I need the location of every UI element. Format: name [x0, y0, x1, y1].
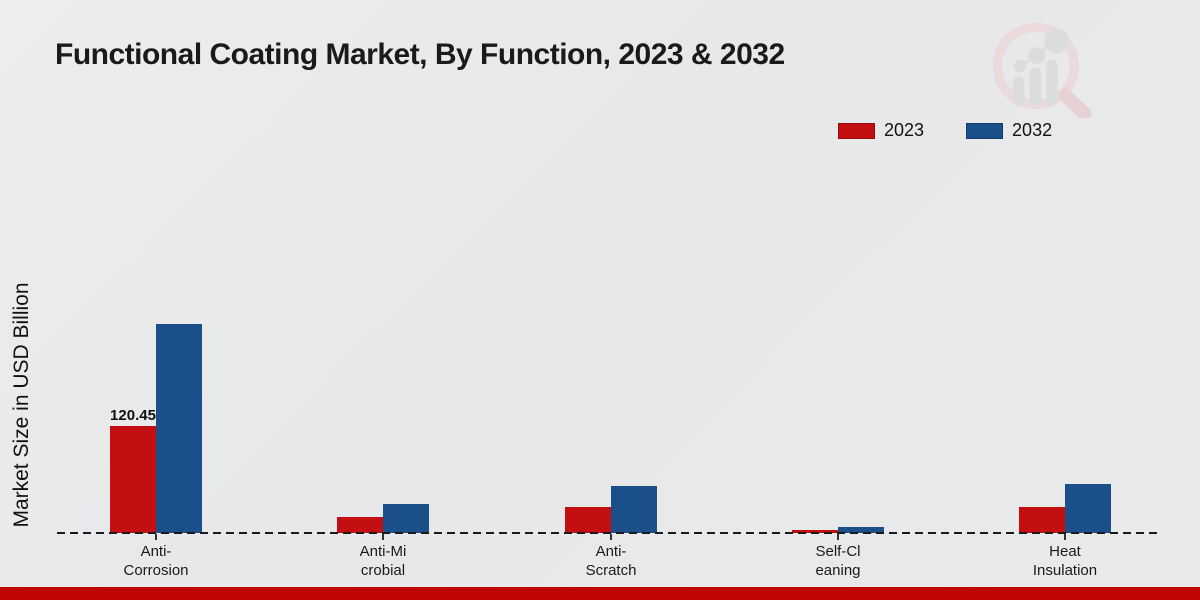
bar-2032-anti-corrosion: [156, 324, 202, 533]
bar-2032-heat-insulation: [1065, 484, 1111, 533]
category-label: Anti- Scratch: [585, 543, 637, 579]
category-label: Anti-Mi crobial: [359, 543, 407, 579]
bar-2023-anti-microbial: [337, 517, 383, 533]
x-axis-tick: [1064, 534, 1066, 540]
x-axis-tick: [610, 534, 612, 540]
legend-item-2032: 2032: [966, 120, 1052, 141]
x-axis-tick: [837, 534, 839, 540]
legend: 2023 2032: [838, 120, 1052, 141]
bar-2023-anti-scratch: [565, 507, 611, 533]
legend-label: 2032: [1012, 120, 1053, 140]
chart-title: Functional Coating Market, By Function, …: [55, 38, 785, 71]
bar-value-label: 120.45: [110, 407, 156, 424]
legend-label: 2023: [884, 120, 925, 140]
legend-swatch-icon: [966, 122, 1004, 139]
bar-2032-anti-microbial: [383, 504, 429, 533]
zero-baseline: [57, 532, 1160, 534]
bar-2032-self-cleaning: [838, 527, 884, 533]
category-label: Heat Insulation: [1032, 543, 1098, 579]
bar-2032-anti-scratch: [611, 486, 657, 533]
category-label: Anti- Corrosion: [123, 543, 189, 579]
bar-2023-self-cleaning: [792, 530, 838, 533]
legend-item-2023: 2023: [838, 120, 924, 141]
bar-2023-anti-corrosion: [110, 426, 156, 533]
footer-accent-bar: [0, 587, 1200, 600]
category-label: Self-Cl eaning: [815, 543, 861, 579]
x-axis-tick: [155, 534, 157, 540]
x-axis-tick: [382, 534, 384, 540]
magnifier-bar-chart-logo-icon: [992, 22, 1092, 118]
legend-swatch-icon: [838, 122, 875, 139]
bar-2023-heat-insulation: [1019, 507, 1065, 533]
